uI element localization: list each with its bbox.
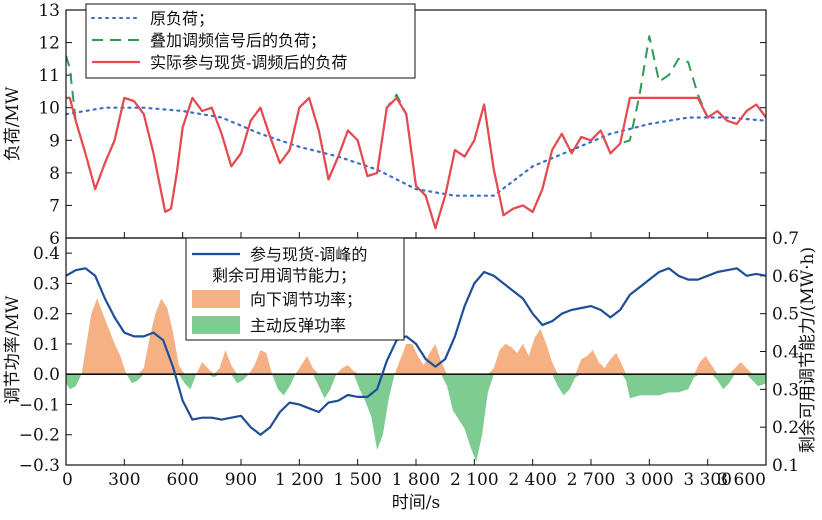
xtick-label-7: 2 100 xyxy=(450,470,499,490)
bottom-y2tick-label-5: 0.6 xyxy=(772,267,799,287)
top-ytick-label-1: 7 xyxy=(49,196,60,216)
xtick-label-3: 900 xyxy=(225,470,257,490)
bottom-plot-frame xyxy=(65,237,767,466)
bottom-y2tick-label-1: 0.2 xyxy=(772,418,799,438)
top-series-line-2 xyxy=(66,96,766,230)
xtick-label-8: 2 400 xyxy=(508,470,557,490)
active-rebound-area xyxy=(66,374,766,462)
top-ylabel: 负荷/MW xyxy=(3,86,23,161)
top-panel: 6 7 8 9 10 11 12 13 负荷/MW 原负荷； 叠加调频信号后的负荷； 实际参与… xyxy=(3,1,767,249)
top-ytick-label-3: 9 xyxy=(49,131,60,151)
bottom-legend: 参与现货-调峰的 剩余可用调节能力； 向下调节功率； 主动反弹功率 xyxy=(185,237,405,341)
bottom-y2tick-label-3: 0.4 xyxy=(772,343,799,363)
top-ytick-label-4: 10 xyxy=(38,99,60,119)
bottom-y2tick-label-2: 0.3 xyxy=(772,380,799,400)
bottom-y2tick-label-4: 0.5 xyxy=(772,305,799,325)
bottom-y2tick-label-6: 0.7 xyxy=(772,229,799,249)
bottom-ytick-label-2: −0.1 xyxy=(19,395,60,415)
bottom-ytick-label-7: 0.4 xyxy=(33,244,60,264)
top-legend: 原负荷； 叠加调频信号后的负荷； 实际参与现货-调频后的负荷 xyxy=(85,3,416,79)
remaining-capacity-line xyxy=(66,267,766,436)
bottom-ytick-label-1: −0.2 xyxy=(19,426,60,446)
top-ytick-label-2: 8 xyxy=(49,164,60,184)
legend-label-original-load: 原负荷； xyxy=(150,9,214,28)
bottom-ylabel: 调节功率/MW xyxy=(3,295,23,404)
xtick-label-5: 1 500 xyxy=(333,470,382,490)
xtick-label-6: 1 800 xyxy=(392,470,441,490)
legend-label-remaining-capacity-2: 剩余可用调节能力； xyxy=(212,266,356,285)
bottom-ytick-label-4: 0.1 xyxy=(33,335,60,355)
top-ytick-label-6: 12 xyxy=(38,34,60,54)
bottom-panel: −0.3 −0.2 −0.1 0.0 0.1 0.2 0.3 0.4 0.1 0.2 0.3 0.4 0… xyxy=(3,229,818,513)
legend-label-actual-load: 实际参与现货-调频后的负荷 xyxy=(150,53,347,72)
legend-label-remaining-capacity-1: 参与现货-调峰的 xyxy=(250,245,367,264)
bottom-ytick-label-5: 0.2 xyxy=(33,305,60,325)
legend-label-superimposed-load: 叠加调频信号后的负荷； xyxy=(150,31,326,50)
down-regulation-area xyxy=(66,298,766,375)
legend-swatch-down-regulation xyxy=(192,290,240,308)
xtick-label-11: 3 300 xyxy=(683,470,732,490)
legend-label-active-rebound: 主动反弹功率 xyxy=(250,316,346,335)
x-axis-title: 时间/s xyxy=(392,493,440,513)
xtick-label-0: 0 xyxy=(62,470,73,490)
bottom-ytick-label-3: 0.0 xyxy=(33,365,60,385)
bottom-ytick-label-6: 0.3 xyxy=(33,274,60,294)
bottom-ytick-label-0: −0.3 xyxy=(19,456,60,476)
top-ytick-label-7: 13 xyxy=(38,1,60,21)
xtick-label-2: 600 xyxy=(166,470,198,490)
legend-swatch-active-rebound xyxy=(192,316,240,334)
xtick-label-1: 300 xyxy=(108,470,140,490)
top-legend-box xyxy=(85,3,416,79)
bottom-y2tick-label-0: 0.1 xyxy=(772,456,799,476)
top-ytick-label-5: 11 xyxy=(38,66,60,86)
legend-label-down-regulation: 向下调节功率； xyxy=(250,290,362,309)
xtick-label-12: 3 600 xyxy=(717,470,766,490)
xtick-label-4: 1 200 xyxy=(275,470,324,490)
top-series-line-0 xyxy=(66,106,766,197)
bottom-y2label: 剩余可用调节能力/(MW·h) xyxy=(798,247,818,453)
xtick-label-9: 2 700 xyxy=(567,470,616,490)
xtick-label-10: 3 000 xyxy=(625,470,674,490)
top-ytick-label-0: 6 xyxy=(49,229,60,249)
